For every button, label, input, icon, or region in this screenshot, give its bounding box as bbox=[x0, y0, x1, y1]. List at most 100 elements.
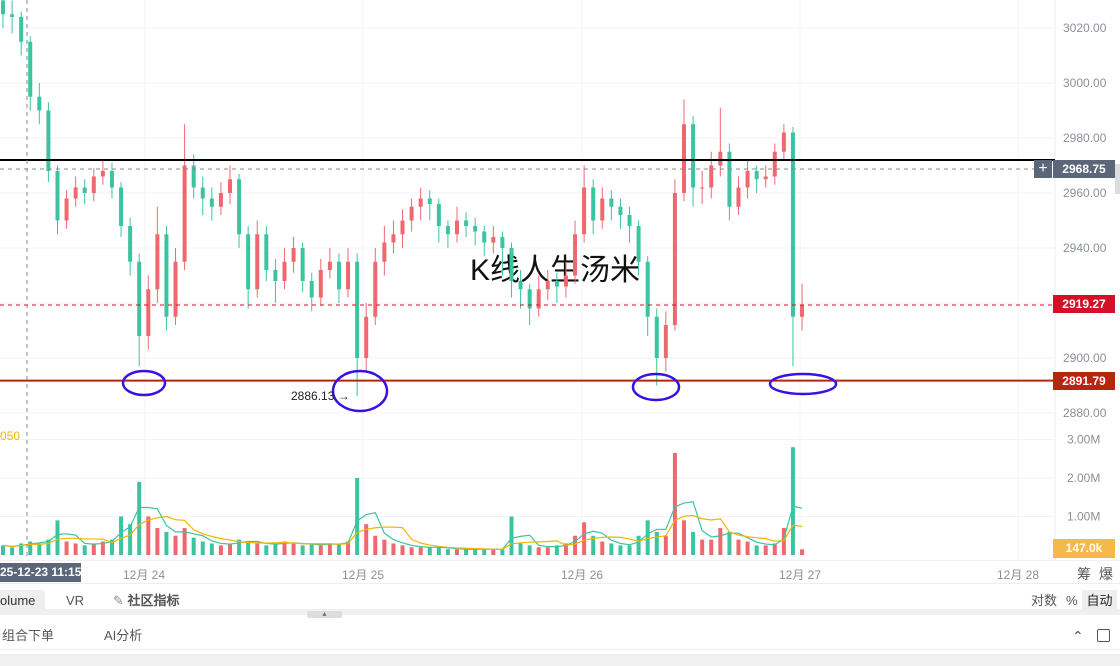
candle-body bbox=[300, 248, 305, 281]
candle-body bbox=[527, 289, 532, 309]
candle bbox=[736, 176, 741, 215]
volume-bar bbox=[745, 541, 750, 555]
candle bbox=[436, 198, 441, 243]
volume-bar bbox=[491, 549, 496, 555]
community-indicators-button[interactable]: ✎ 社区指标 bbox=[113, 590, 180, 612]
candle-body bbox=[500, 237, 505, 248]
candle bbox=[790, 127, 795, 367]
price-axis-scrollbar[interactable] bbox=[1115, 164, 1120, 194]
chevron-up-icon[interactable]: ⌃ bbox=[1072, 628, 1084, 644]
candle bbox=[91, 168, 96, 202]
scale-log-button[interactable]: 对数 bbox=[1031, 593, 1058, 608]
candle-body bbox=[291, 248, 296, 262]
candle bbox=[527, 283, 532, 325]
candle bbox=[282, 248, 287, 290]
volume-bar bbox=[781, 528, 786, 555]
candle-body bbox=[373, 261, 378, 317]
volume-bar bbox=[709, 539, 714, 555]
volume-bar bbox=[373, 535, 378, 555]
candle bbox=[291, 237, 296, 273]
volume-bar bbox=[264, 545, 269, 555]
volume-bar bbox=[400, 545, 405, 555]
candle-body bbox=[618, 206, 623, 215]
candle bbox=[255, 220, 260, 298]
candle-body bbox=[482, 231, 487, 243]
collapse-panel-handle[interactable]: ▲ bbox=[307, 611, 342, 618]
volume-bar bbox=[618, 545, 623, 555]
candle bbox=[109, 162, 114, 199]
volume-bar bbox=[164, 531, 169, 555]
candle-body bbox=[282, 261, 287, 281]
candle bbox=[700, 171, 705, 204]
volume-bar bbox=[19, 543, 24, 555]
volume-bar bbox=[182, 528, 187, 555]
liquidation-button[interactable]: 爆 bbox=[1099, 566, 1113, 582]
candlestick-chart[interactable]: 3020.00 3000.00 2980.00 2960.00 2940.00 2900.… bbox=[0, 0, 1120, 560]
volume-bar bbox=[146, 516, 151, 555]
volume-tick-label: 1.00M bbox=[1067, 510, 1100, 524]
candle-body bbox=[736, 187, 741, 207]
candle-body bbox=[790, 132, 795, 317]
volume-bar bbox=[672, 452, 677, 555]
price-tick-label: 3020.00 bbox=[1063, 21, 1107, 35]
expand-icon[interactable] bbox=[1097, 629, 1110, 642]
candle bbox=[618, 198, 623, 229]
candle bbox=[536, 275, 541, 317]
candle-body bbox=[491, 237, 496, 243]
candle bbox=[346, 248, 351, 298]
volume-bar bbox=[382, 539, 387, 555]
candle bbox=[672, 179, 677, 331]
candle bbox=[473, 217, 478, 246]
candle bbox=[373, 248, 378, 325]
candle-body bbox=[445, 226, 450, 235]
candle-body bbox=[554, 281, 559, 287]
candle bbox=[100, 160, 105, 185]
candle-body bbox=[73, 187, 78, 199]
candle bbox=[200, 176, 205, 215]
candle bbox=[228, 165, 232, 204]
bottom-panel-tabs: 组合下单 AI分析 ⌃ bbox=[0, 622, 1120, 650]
scale-auto-button[interactable]: 自动 bbox=[1082, 590, 1117, 612]
volume-bar bbox=[609, 543, 614, 555]
candle bbox=[482, 226, 487, 257]
tab-combo-order[interactable]: 组合下单 bbox=[2, 628, 55, 643]
tab-vr[interactable]: VR bbox=[66, 593, 85, 608]
volume-bar bbox=[246, 541, 251, 555]
volume-bar bbox=[109, 539, 114, 555]
volume-bar bbox=[464, 549, 469, 555]
candle-body bbox=[318, 270, 323, 298]
candle-body bbox=[209, 198, 214, 207]
tab-volume[interactable]: olume bbox=[0, 590, 45, 612]
chip-distribution-button[interactable]: 筹 bbox=[1077, 566, 1091, 582]
volume-bar bbox=[119, 516, 124, 555]
candle-body bbox=[545, 281, 550, 290]
volume-bar bbox=[682, 520, 686, 555]
bottom-divider bbox=[0, 654, 1120, 666]
candle-body bbox=[19, 17, 24, 42]
volume-bar bbox=[545, 547, 550, 555]
candle-body bbox=[146, 289, 151, 336]
tab-ai-analysis[interactable]: AI分析 bbox=[104, 628, 143, 643]
x-tick: 12月 27 bbox=[779, 568, 822, 582]
price-tick-label: 2980.00 bbox=[1063, 131, 1107, 145]
volume-bar bbox=[763, 545, 768, 555]
volume-bar bbox=[336, 543, 341, 555]
candle-body bbox=[218, 193, 223, 207]
add-alert-plus-icon[interactable]: + bbox=[1034, 160, 1052, 178]
edit-icon: ✎ bbox=[113, 593, 124, 608]
candle-body bbox=[246, 234, 251, 290]
candle-body bbox=[391, 234, 396, 243]
x-tick: 12月 28 bbox=[997, 568, 1040, 582]
volume-bar bbox=[800, 549, 805, 555]
candle bbox=[781, 124, 786, 160]
candle-body bbox=[327, 261, 332, 270]
volume-bar bbox=[691, 531, 696, 555]
candle-body bbox=[718, 151, 723, 166]
candle-body bbox=[591, 187, 596, 221]
volume-bar bbox=[28, 541, 33, 555]
candle-body bbox=[336, 261, 341, 290]
volume-bar bbox=[409, 547, 414, 555]
scale-percent-button[interactable]: % bbox=[1066, 593, 1078, 608]
volume-bar bbox=[445, 549, 450, 555]
candle bbox=[173, 248, 178, 325]
